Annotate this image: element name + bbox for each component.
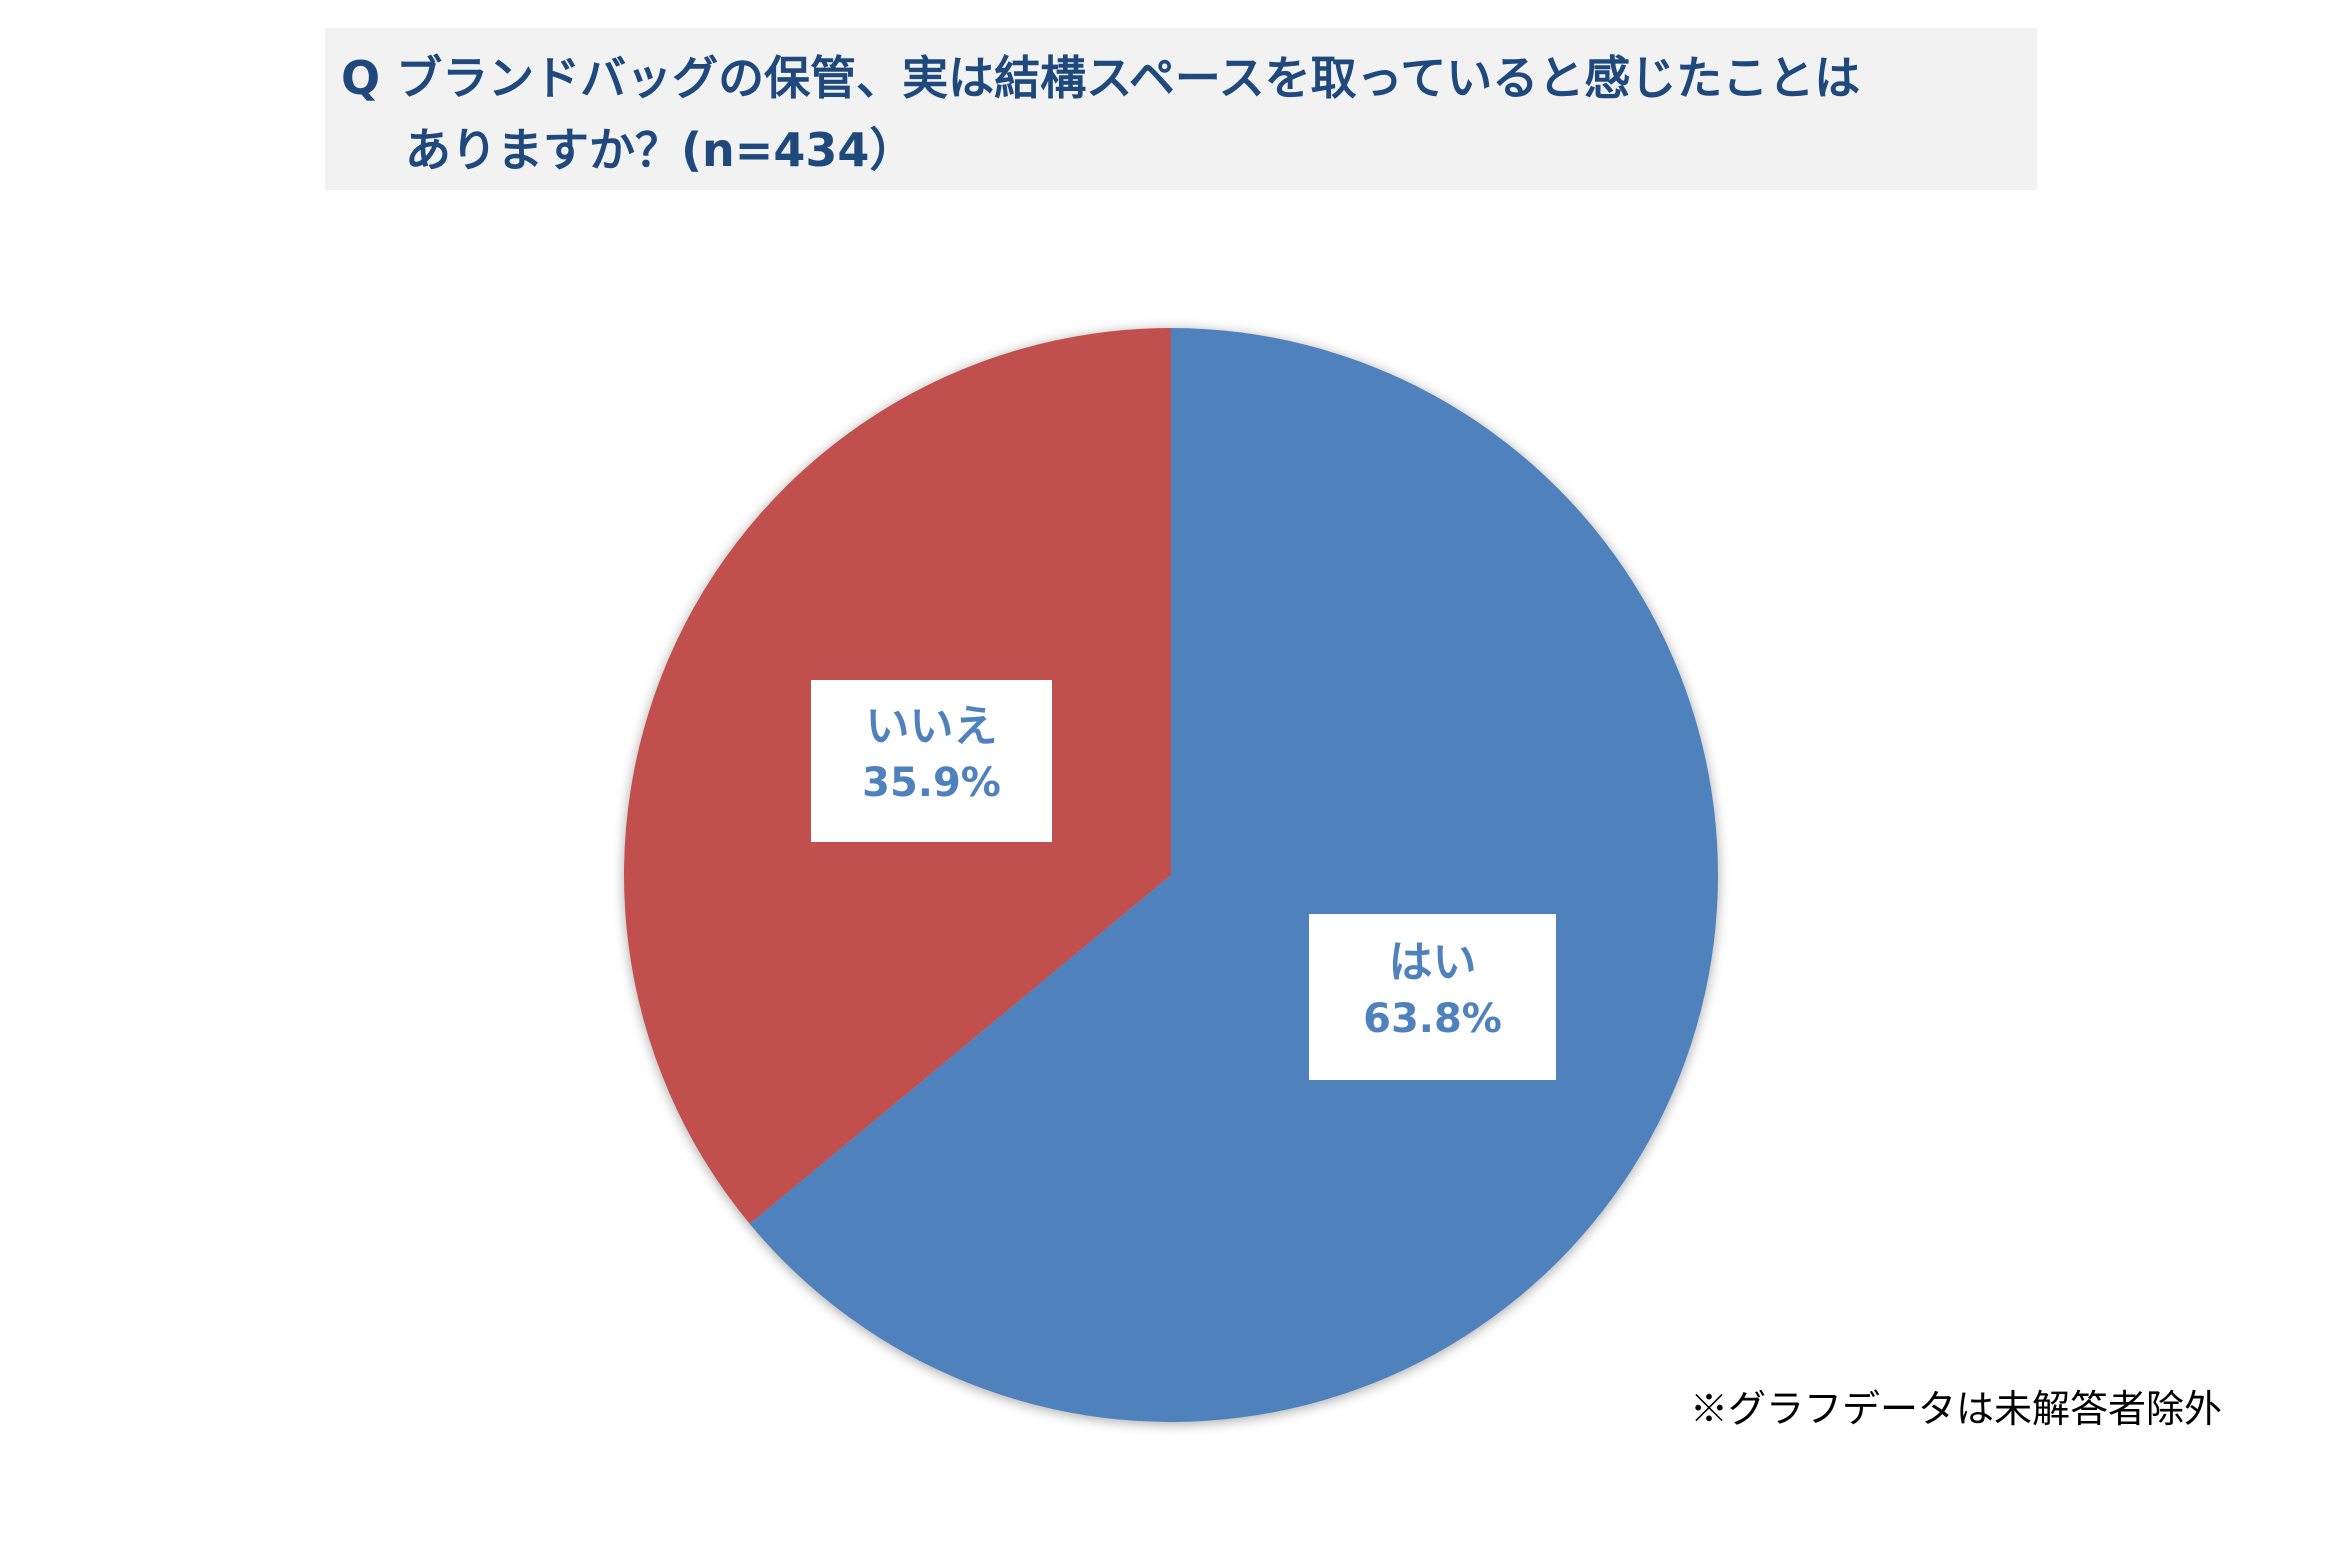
pie-slice-yes	[749, 328, 1718, 1422]
data-label-yes-percent: 63.8%	[1363, 996, 1502, 1042]
data-label-no-category: いいえ	[865, 701, 998, 752]
chart-title-box: Q ブランドバッグの保管、実は結構スペースを取っていると感じたことは ありますか…	[325, 28, 2037, 190]
data-label-no: いいえ 35.9%	[811, 680, 1052, 842]
data-label-no-percent: 35.9%	[862, 760, 1001, 806]
footnote: ※グラフデータは未解答者除外	[1690, 1387, 2223, 1431]
data-label-yes-category: はい	[1388, 937, 1477, 988]
chart-title-line-2: ありますか？(n=434）	[405, 123, 916, 177]
data-label-yes: はい 63.8%	[1309, 914, 1556, 1080]
chart-title-line-1: Q ブランドバッグの保管、実は結構スペースを取っていると感じたことは	[341, 51, 1861, 105]
